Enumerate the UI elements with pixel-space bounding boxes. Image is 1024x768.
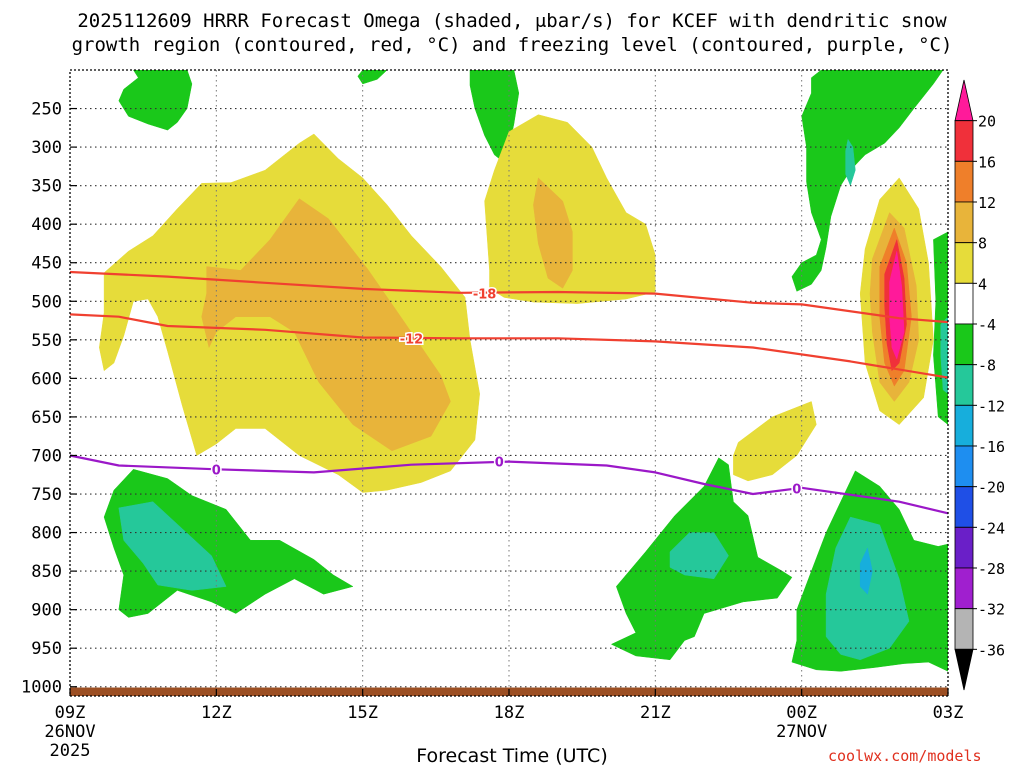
omega-region-8-8 — [201, 198, 451, 452]
x-tick-label-00Z: 00Z — [786, 703, 817, 723]
y-tick-label-400: 400 — [31, 215, 62, 235]
x-tick-label-21Z: 21Z — [640, 703, 671, 723]
colorbar: 20 16 12 8 4 -4 -8 -12 -16 -20 -24 -28 -32 -36 — [954, 79, 1005, 691]
y-tick-label-250: 250 — [31, 100, 62, 120]
y-tick-label-300: 300 — [31, 138, 62, 158]
colorbar-swatch-0 — [954, 79, 974, 122]
colorbar-swatch-6 — [954, 323, 974, 366]
omega-region-20-16 — [889, 251, 905, 360]
chart-title-line-1: 2025112609 HRRR Forecast Omega (shaded, … — [77, 10, 947, 32]
chart-title-line-2: growth region (contoured, red, °C) and f… — [71, 34, 953, 56]
contour-line-1 — [69, 313, 949, 379]
y-tick-label-600: 600 — [31, 369, 62, 389]
colorbar-label-12: 12 — [978, 194, 996, 212]
contour-label-1: -12 — [400, 332, 424, 347]
colorbar-swatch-3 — [954, 201, 974, 244]
colorbar-swatch-11 — [954, 526, 974, 569]
colorbar-label--8: -8 — [978, 357, 996, 375]
omega-region--8-0 — [118, 70, 193, 131]
omega-region--12-18 — [118, 501, 227, 591]
omega-region--12-20 — [669, 532, 729, 580]
colorbar-label--24: -24 — [978, 519, 1005, 537]
colorbar-label-8: 8 — [978, 235, 987, 253]
contour-label-4: 0 — [792, 483, 801, 498]
credit-link[interactable]: coolwx.com/models — [828, 747, 982, 765]
colorbar-label--12: -12 — [978, 397, 1005, 415]
temperature-contours: -18 -12 0 0 0 — [69, 270, 949, 515]
y-tick-label-950: 950 — [31, 639, 62, 659]
colorbar-swatch-7 — [954, 364, 974, 406]
colorbar-swatch-1 — [954, 120, 974, 162]
y-tick-label-550: 550 — [31, 331, 62, 351]
y-tick-label-500: 500 — [31, 292, 62, 312]
y-tick-label-1000: 1000 — [21, 678, 62, 698]
colorbar-swatch-5 — [954, 282, 974, 325]
colorbar-label--20: -20 — [978, 479, 1005, 497]
colorbar-swatch-12 — [954, 567, 974, 610]
contour-line-2 — [69, 454, 949, 515]
contour-label-3: 0 — [495, 456, 504, 471]
colorbar-label--16: -16 — [978, 438, 1005, 456]
colorbar-swatch-2 — [954, 160, 974, 203]
omega-shaded-regions — [99, 70, 948, 672]
colorbar-label-16: 16 — [978, 153, 996, 171]
y-tick-label-450: 450 — [31, 254, 62, 274]
x-tick-label-18Z: 18Z — [494, 703, 525, 723]
axes: 250 300 350 400 450 500 550 600 650 700 750 800 850 9… — [21, 69, 964, 761]
contour-label-0: -18 — [473, 288, 497, 303]
x-tick-label-09Z: 09Z — [55, 703, 86, 723]
omega-region-8-10 — [533, 177, 573, 289]
omega-region--8-1 — [357, 70, 388, 85]
contour-label-2: 0 — [212, 463, 221, 478]
colorbar-label--32: -32 — [978, 601, 1005, 619]
omega-region-4-9 — [484, 114, 656, 304]
y-tick-label-850: 850 — [31, 562, 62, 582]
x-tick-date-09Z: 26NOV — [44, 722, 95, 742]
colorbar-label--4: -4 — [978, 316, 996, 334]
y-tick-label-650: 650 — [31, 408, 62, 428]
x-axis-label: Forecast Time (UTC) — [416, 745, 608, 767]
x-tick-date-00Z: 27NOV — [776, 722, 827, 742]
contour-line-0 — [69, 270, 949, 324]
colorbar-swatch-14 — [954, 648, 974, 691]
x-tick-label-12Z: 12Z — [201, 703, 232, 723]
colorbar-swatch-9 — [954, 445, 974, 488]
colorbar-label-4: 4 — [978, 275, 987, 293]
x-tick-year-09Z: 2025 — [50, 741, 91, 761]
colorbar-label--36: -36 — [978, 641, 1005, 659]
colorbar-label--28: -28 — [978, 560, 1005, 578]
grid-lines — [70, 70, 948, 696]
y-tick-label-700: 700 — [31, 446, 62, 466]
colorbar-swatch-8 — [954, 404, 974, 447]
colorbar-swatch-4 — [954, 242, 974, 284]
x-tick-label-03Z: 03Z — [933, 703, 964, 723]
omega-region--12-6 — [940, 316, 948, 395]
y-tick-label-800: 800 — [31, 524, 62, 544]
colorbar-label-20: 20 — [978, 113, 996, 131]
colorbar-swatch-13 — [954, 608, 974, 650]
y-tick-label-350: 350 — [31, 177, 62, 197]
x-tick-label-15Z: 15Z — [347, 703, 378, 723]
y-tick-label-750: 750 — [31, 485, 62, 505]
y-tick-label-900: 900 — [31, 601, 62, 621]
omega-region-4-11 — [733, 401, 817, 482]
colorbar-swatch-10 — [954, 486, 974, 528]
